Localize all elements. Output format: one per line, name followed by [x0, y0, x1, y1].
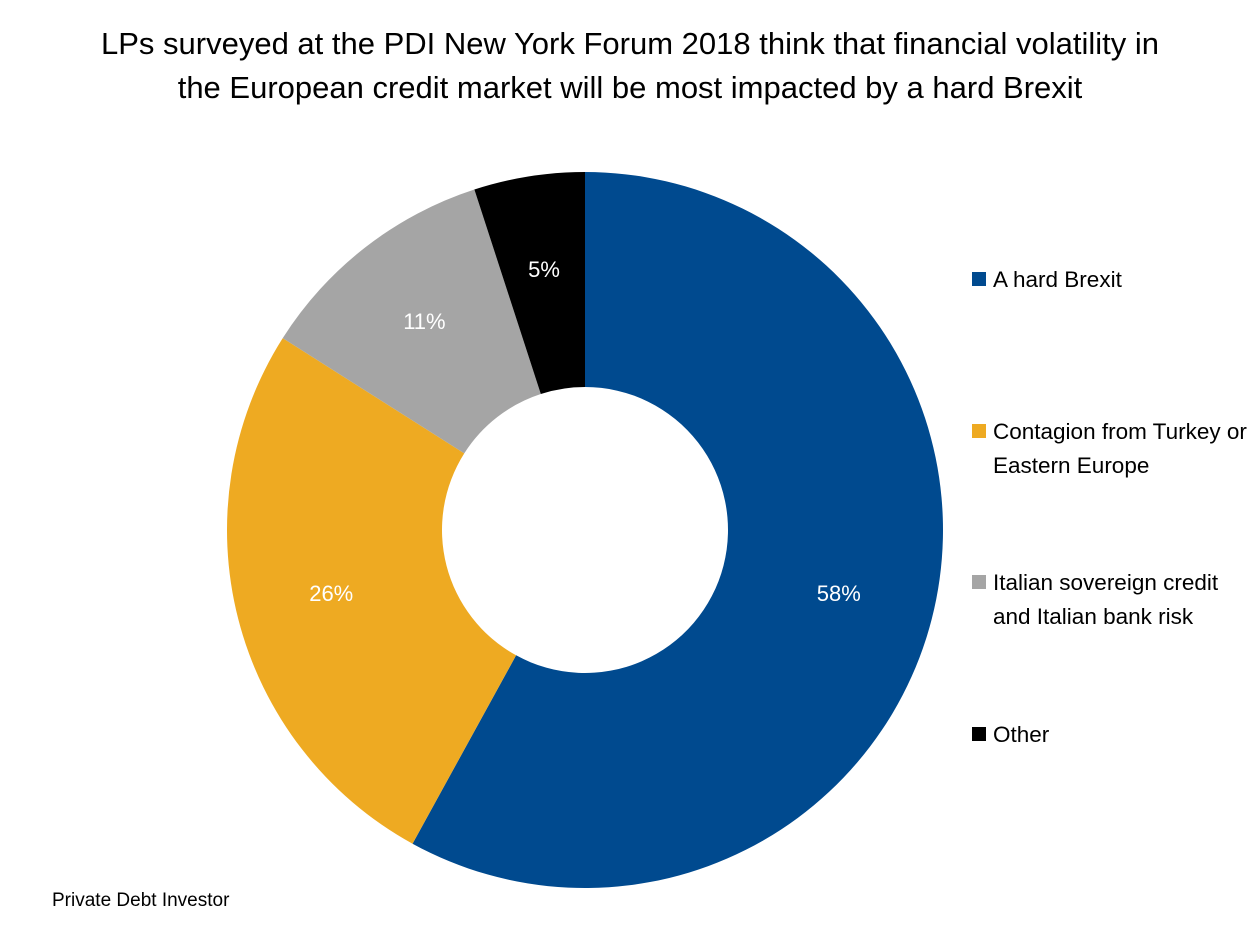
donut-slices: [227, 172, 944, 889]
legend-swatch: [972, 424, 986, 438]
slice-contagion-from-turkey-or-eastern-europe: [227, 338, 517, 844]
data-label-italian-sovereign-credit-and-italian-bank-risk: 11%: [403, 309, 445, 334]
legend-label: Contagion from Turkey or Eastern Europe: [993, 419, 1247, 478]
data-label-other: 5%: [528, 257, 560, 282]
chart-title: LPs surveyed at the PDI New York Forum 2…: [101, 26, 1159, 105]
slice-labels: 58% 26% 11% 5%: [309, 257, 861, 606]
legend-swatch: [972, 575, 986, 589]
source-credit: Private Debt Investor: [52, 890, 230, 911]
legend-swatch: [972, 272, 986, 286]
legend-swatch: [972, 727, 986, 741]
slice-a-hard-brexit: [412, 172, 944, 889]
legend-label: A hard Brexit: [993, 267, 1122, 292]
slice-italian-sovereign-credit-and-italian-bank-risk: [282, 189, 541, 454]
data-label-a-hard-brexit: 58%: [817, 581, 861, 606]
slice-other: [474, 172, 585, 394]
legend-label: Italian sovereign credit and Italian ban…: [993, 570, 1219, 629]
data-label-contagion-from-turkey-or-eastern-europe: 26%: [309, 581, 353, 606]
legend-label: Other: [993, 722, 1050, 747]
